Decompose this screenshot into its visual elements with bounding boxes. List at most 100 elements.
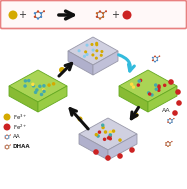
Circle shape — [24, 79, 27, 83]
Circle shape — [35, 88, 39, 92]
Circle shape — [6, 138, 8, 140]
Circle shape — [40, 15, 42, 18]
Polygon shape — [148, 86, 177, 112]
Circle shape — [47, 83, 51, 87]
Circle shape — [102, 15, 104, 18]
Circle shape — [10, 144, 11, 146]
Circle shape — [152, 59, 154, 61]
Circle shape — [42, 90, 46, 93]
Text: DHAA: DHAA — [13, 145, 31, 149]
Circle shape — [152, 57, 154, 59]
Circle shape — [5, 135, 6, 137]
Circle shape — [99, 10, 101, 13]
Circle shape — [37, 17, 39, 20]
Text: +: + — [111, 10, 119, 20]
Circle shape — [130, 82, 133, 86]
Circle shape — [150, 93, 154, 97]
Circle shape — [78, 49, 81, 52]
Circle shape — [96, 15, 98, 18]
Circle shape — [169, 122, 171, 124]
Circle shape — [175, 89, 181, 95]
Circle shape — [107, 136, 110, 140]
Circle shape — [105, 155, 111, 161]
Circle shape — [172, 110, 178, 116]
Circle shape — [8, 137, 9, 139]
Circle shape — [134, 112, 139, 118]
Polygon shape — [93, 51, 118, 75]
Text: Fe$^{3+}$: Fe$^{3+}$ — [13, 112, 28, 122]
Circle shape — [165, 144, 167, 146]
Circle shape — [154, 56, 156, 57]
Circle shape — [31, 83, 35, 86]
Text: Fe$^{2+}$: Fe$^{2+}$ — [13, 122, 28, 132]
Circle shape — [117, 153, 123, 159]
Circle shape — [8, 11, 18, 19]
Circle shape — [108, 135, 112, 138]
Circle shape — [171, 119, 173, 121]
Circle shape — [34, 91, 37, 94]
Circle shape — [100, 54, 103, 57]
Circle shape — [109, 130, 112, 134]
Polygon shape — [108, 134, 137, 160]
Circle shape — [92, 49, 95, 52]
Polygon shape — [119, 86, 148, 112]
Circle shape — [4, 123, 10, 130]
Circle shape — [156, 59, 158, 61]
Circle shape — [95, 43, 98, 46]
Circle shape — [157, 86, 161, 89]
Circle shape — [96, 12, 98, 14]
Circle shape — [91, 53, 94, 57]
Circle shape — [147, 91, 150, 95]
Circle shape — [157, 84, 161, 88]
Circle shape — [8, 135, 9, 137]
Circle shape — [167, 119, 169, 121]
Circle shape — [105, 10, 107, 12]
Circle shape — [169, 142, 171, 144]
Polygon shape — [38, 86, 67, 112]
Text: AA: AA — [13, 135, 21, 139]
Circle shape — [173, 118, 175, 119]
Circle shape — [101, 126, 105, 129]
Circle shape — [171, 141, 173, 142]
Circle shape — [52, 82, 55, 86]
Text: +: + — [18, 10, 26, 20]
Circle shape — [154, 61, 156, 63]
Circle shape — [112, 129, 115, 133]
Circle shape — [23, 84, 27, 88]
Circle shape — [99, 17, 101, 20]
Circle shape — [40, 12, 42, 14]
Circle shape — [108, 137, 112, 140]
Circle shape — [103, 138, 106, 141]
Circle shape — [95, 57, 98, 60]
Circle shape — [167, 121, 169, 123]
Circle shape — [37, 10, 39, 13]
Circle shape — [40, 93, 43, 96]
Circle shape — [42, 88, 45, 92]
Circle shape — [95, 49, 98, 52]
Circle shape — [176, 100, 182, 106]
Circle shape — [10, 134, 11, 136]
Circle shape — [169, 144, 171, 146]
Circle shape — [95, 42, 98, 45]
Circle shape — [159, 55, 160, 57]
Polygon shape — [79, 118, 137, 150]
Circle shape — [4, 114, 10, 121]
Circle shape — [104, 130, 107, 134]
Circle shape — [156, 57, 158, 59]
Circle shape — [137, 79, 141, 83]
Circle shape — [98, 130, 101, 134]
Circle shape — [96, 134, 100, 138]
Circle shape — [5, 145, 6, 147]
Circle shape — [38, 84, 42, 88]
Circle shape — [34, 15, 36, 18]
Circle shape — [5, 147, 6, 149]
Circle shape — [165, 142, 167, 144]
Circle shape — [34, 12, 36, 14]
Circle shape — [154, 83, 157, 87]
Circle shape — [77, 116, 82, 122]
Circle shape — [8, 145, 9, 147]
Circle shape — [84, 50, 87, 53]
Circle shape — [95, 133, 98, 136]
Circle shape — [163, 84, 166, 87]
Circle shape — [43, 10, 45, 12]
